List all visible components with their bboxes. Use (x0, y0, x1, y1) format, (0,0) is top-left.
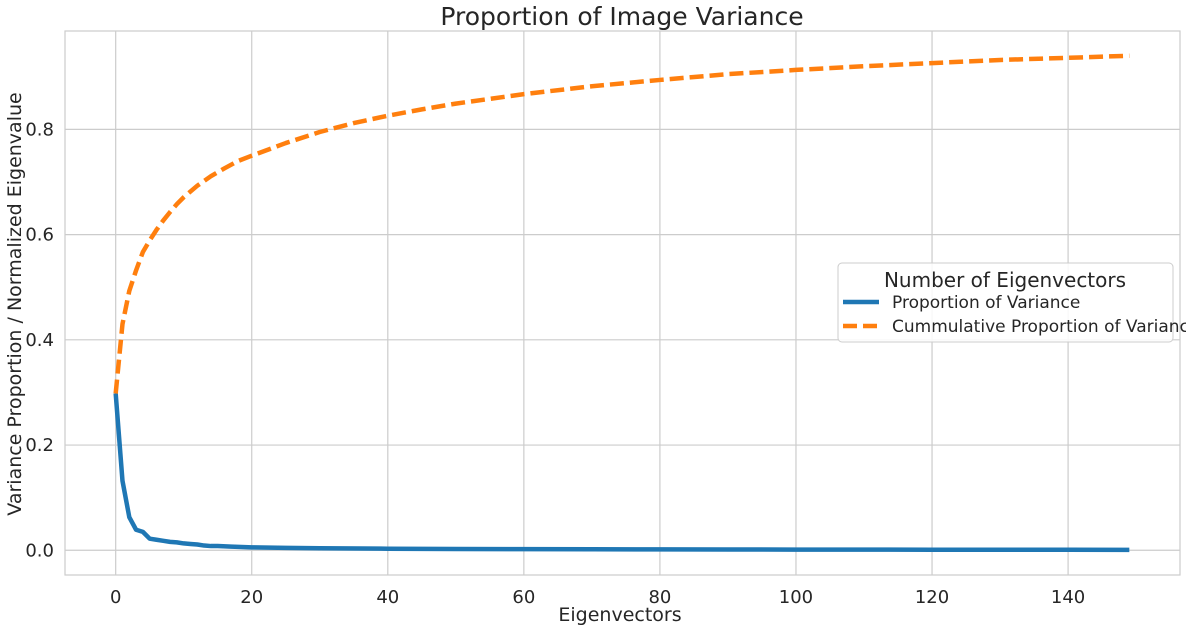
legend: Number of Eigenvectors Proportion of Var… (837, 262, 1186, 343)
series-proportion-line (113, 393, 1130, 553)
chart-title: Proportion of Image Variance (440, 2, 803, 31)
x-tick-label: 100 (779, 587, 813, 608)
y-tick-label: 0.6 (25, 225, 54, 246)
x-tick-label: 20 (240, 587, 263, 608)
x-tick-label: 120 (915, 587, 949, 608)
x-tick-label: 0 (110, 587, 121, 608)
x-tick-label: 80 (648, 587, 671, 608)
legend-title: Number of Eigenvectors (884, 268, 1126, 292)
y-tick-label: 0.0 (25, 540, 54, 561)
x-tick-label: 60 (512, 587, 535, 608)
series-layer (113, 53, 1130, 553)
legend-box (837, 262, 1174, 343)
y-tick-label: 0.4 (25, 330, 54, 351)
y-tick-label: 0.8 (25, 119, 54, 140)
legend-label-proportion: Proportion of Variance (892, 293, 1080, 313)
series-cumulative-line (113, 53, 1130, 394)
y-axis-label: Variance Proportion / Normalized Eigenva… (4, 92, 26, 515)
legend-label-cumulative: Cummulative Proportion of Variance (892, 317, 1186, 337)
y-tick-label: 0.2 (25, 435, 54, 456)
x-axis-ticks: 0 20 40 60 80 100 120 140 (110, 587, 1085, 608)
x-tick-label: 40 (376, 587, 399, 608)
y-axis-ticks: 0.0 0.2 0.4 0.6 0.8 (25, 119, 54, 561)
x-axis-label: Eigenvectors (558, 604, 681, 626)
x-tick-label: 140 (1051, 587, 1085, 608)
